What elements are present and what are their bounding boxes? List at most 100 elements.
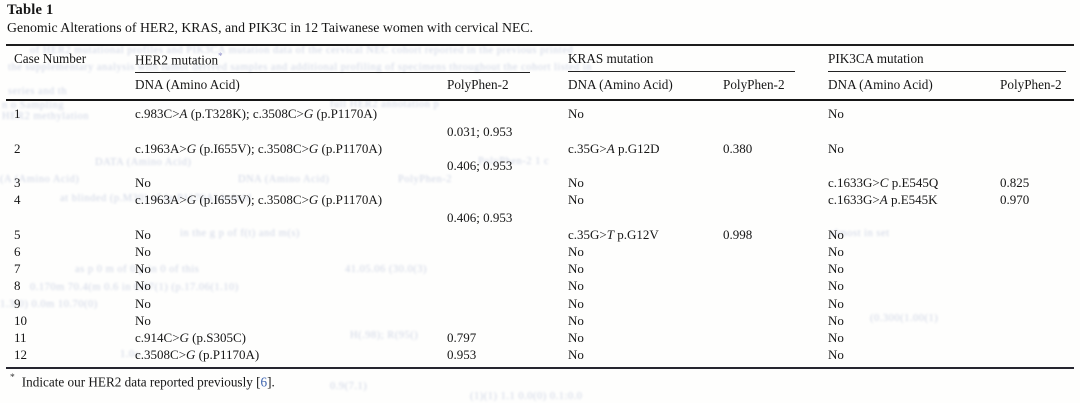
kras-dna-header: DNA (Amino Acid) — [568, 73, 723, 102]
cell-her2-dna: No — [135, 261, 151, 277]
table-row: 9 No No No — [6, 295, 1074, 312]
cell-her2-polyphen: 0.031; 0.953 — [447, 123, 513, 139]
pik3ca-dna-header: DNA (Amino Acid) — [828, 73, 1001, 102]
cell-case-number: 1 — [14, 106, 21, 122]
cell-pik3ca-polyphen — [1000, 312, 1074, 329]
cell-kras-dna: No — [568, 175, 584, 191]
cell-case-number: 9 — [14, 295, 21, 311]
cell-pik3ca-dna: No — [828, 106, 844, 122]
bleedthrough-text: (1)(1) 1.1 0.0(0) 0.1:0.0 — [470, 391, 583, 402]
table-row: 6 No No No — [6, 243, 1074, 260]
cell-kras-polyphen: 0.998 — [723, 226, 753, 242]
cell-pik3ca-polyphen — [1000, 346, 1074, 368]
footnote-text: Indicate our HER2 data reported previous… — [21, 374, 261, 390]
kras-polyphen-header: PolyPhen-2 — [723, 73, 829, 102]
cell-kras-polyphen — [723, 295, 828, 312]
cell-pik3ca-polyphen — [1000, 140, 1074, 174]
cell-pik3ca-dna: No — [828, 347, 844, 363]
kras-group-label: KRAS mutation — [568, 51, 654, 66]
header-sub-row: DNA (Amino Acid) PolyPhen-2 DNA (Amino A… — [6, 73, 1075, 102]
cell-case-number: 7 — [14, 261, 21, 277]
cell-pik3ca-polyphen — [1000, 226, 1074, 243]
cell-her2-dna: c.3508C>G (p.P1170A) — [135, 347, 260, 363]
pik3ca-polyphen-header: PolyPhen-2 — [1000, 73, 1075, 102]
cell-kras-polyphen — [723, 329, 828, 346]
table-body: 1 c.983C>A (p.T328K); c.3508C>G (p.P1170A… — [6, 100, 1074, 368]
cell-kras-polyphen — [723, 191, 828, 225]
cell-kras-dna: No — [568, 106, 584, 122]
table-title: Table 1 — [7, 2, 54, 18]
table-row: 11 c.914C>G (p.S305C) 0.797 No No — [6, 329, 1074, 346]
cell-kras-dna: No — [568, 312, 584, 328]
col-group-her2: HER2 mutation* — [135, 45, 568, 74]
table-row: 2 c.1963A>G (p.I655V); c.3508C>G (p.P1170… — [6, 140, 1074, 174]
cell-pik3ca-polyphen — [1000, 260, 1074, 277]
cell-her2-polyphen — [447, 260, 568, 277]
table-row: 8 No No No — [6, 277, 1074, 294]
table-row: 3 No No c.1633G>C p.E545Q 0.825 — [6, 174, 1074, 191]
cell-her2-dna: No — [135, 243, 151, 259]
cell-kras-polyphen — [723, 312, 828, 329]
cell-pik3ca-dna: No — [828, 295, 844, 311]
col-group-kras: KRAS mutation — [568, 45, 828, 73]
cell-her2-dna: No — [135, 175, 151, 191]
her2-dna-header: DNA (Amino Acid) — [135, 73, 447, 102]
cell-pik3ca-dna: No — [828, 243, 844, 259]
table-row: 12 c.3508C>G (p.P1170A) 0.953 No No — [6, 346, 1074, 368]
her2-footnote-marker[interactable]: * — [218, 51, 223, 61]
table-row: 7 No No No — [6, 260, 1074, 277]
footnote: * Indicate our HER2 data reported previou… — [10, 373, 275, 390]
cell-case-number: 11 — [14, 329, 27, 345]
cell-kras-polyphen — [723, 346, 828, 368]
cell-her2-polyphen — [447, 174, 568, 191]
cell-kras-polyphen: 0.380 — [723, 140, 753, 156]
cell-case-number: 6 — [14, 243, 21, 259]
cell-her2-dna: No — [135, 278, 151, 294]
cell-her2-polyphen: 0.406; 0.953 — [447, 157, 513, 173]
cell-kras-polyphen — [723, 100, 828, 139]
pik3ca-group-label: PIK3CA mutation — [828, 51, 924, 66]
cell-case-number: 5 — [14, 226, 21, 242]
table-caption: Genomic Alterations of HER2, KRAS, and P… — [7, 20, 534, 35]
cell-her2-dna: No — [135, 226, 151, 242]
citation-6-link[interactable]: 6 — [260, 374, 268, 390]
cell-case-number: 8 — [14, 278, 21, 294]
cell-pik3ca-dna: No — [828, 226, 844, 242]
cell-her2-polyphen — [447, 295, 568, 312]
cell-pik3ca-dna: c.1633G>C p.E545Q — [828, 175, 939, 191]
cell-pik3ca-polyphen — [1000, 100, 1074, 139]
cell-case-number: 2 — [14, 140, 21, 156]
cell-her2-polyphen — [447, 243, 568, 260]
cell-case-number: 12 — [14, 347, 27, 363]
table-row: 1 c.983C>A (p.T328K); c.3508C>G (p.P1170A… — [6, 100, 1074, 139]
cell-kras-dna: c.35G>T p.G12V — [568, 226, 659, 242]
cell-pik3ca-dna: No — [828, 329, 844, 345]
cell-her2-polyphen: 0.953 — [447, 347, 477, 363]
cell-pik3ca-polyphen: 0.970 — [1000, 192, 1030, 208]
cell-her2-polyphen — [447, 226, 568, 243]
cell-kras-dna: c.35G>A p.G12D — [568, 140, 660, 156]
footnote-suffix: ]. — [267, 374, 275, 390]
header-group-row: Case Number HER2 mutation* KRAS mutation… — [6, 45, 1074, 102]
col-header-case-number: Case Number — [6, 45, 135, 102]
cell-pik3ca-dna: No — [828, 140, 844, 156]
cell-her2-dna: c.1963A>G (p.I655V); c.3508C>G (p.P1170A… — [135, 192, 383, 208]
cell-kras-dna: No — [568, 295, 584, 311]
cell-case-number: 10 — [14, 312, 27, 328]
cell-pik3ca-polyphen: 0.825 — [1000, 175, 1030, 191]
col-group-pik3ca: PIK3CA mutation — [828, 45, 1074, 73]
footnote-marker: * — [10, 373, 15, 383]
kras-group-underline: KRAS mutation — [568, 51, 796, 72]
cell-pik3ca-dna: No — [828, 261, 844, 277]
cell-kras-dna: No — [568, 192, 584, 208]
cell-kras-dna: No — [568, 329, 584, 345]
cell-case-number: 4 — [14, 192, 21, 208]
cell-her2-dna: c.1963A>G (p.I655V); c.3508C>G (p.P1170A… — [135, 140, 383, 156]
cell-pik3ca-dna: No — [828, 278, 844, 294]
cell-her2-polyphen — [447, 312, 568, 329]
table-row: 5 No c.35G>T p.G12V 0.998 No — [6, 226, 1074, 243]
cell-pik3ca-polyphen — [1000, 295, 1074, 312]
table-row: 10 No No No — [6, 312, 1074, 329]
cell-kras-polyphen — [723, 277, 828, 294]
